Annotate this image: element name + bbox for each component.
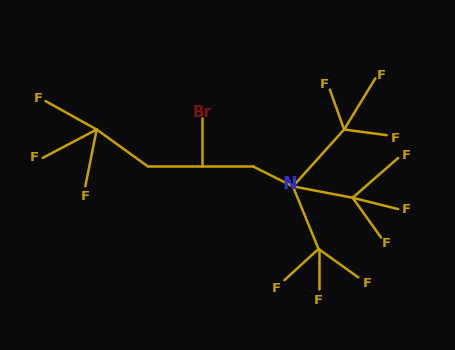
Text: F: F xyxy=(319,77,329,91)
Text: F: F xyxy=(391,132,400,145)
Text: F: F xyxy=(402,149,411,162)
Text: F: F xyxy=(34,92,43,105)
Text: F: F xyxy=(382,237,391,250)
Text: F: F xyxy=(81,190,90,203)
Text: F: F xyxy=(30,152,39,164)
Text: F: F xyxy=(402,203,411,216)
Text: Br: Br xyxy=(192,105,212,120)
Text: F: F xyxy=(362,276,371,289)
Text: F: F xyxy=(376,69,386,82)
Text: F: F xyxy=(271,282,280,295)
Text: N: N xyxy=(283,175,298,193)
Text: F: F xyxy=(314,294,323,307)
